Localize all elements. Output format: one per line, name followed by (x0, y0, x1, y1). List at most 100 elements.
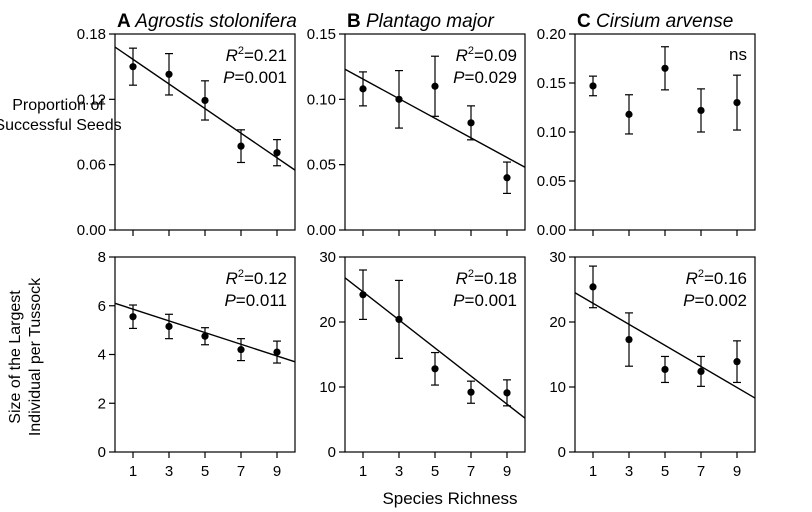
data-point (503, 174, 511, 182)
data-point (395, 315, 403, 323)
regression-line (344, 277, 526, 419)
ylabel-bottom-line1: Size of the Largest (7, 290, 24, 424)
x-tick-label: 3 (625, 463, 633, 480)
panel-letter: B (347, 11, 366, 32)
y-tick-label: 0.10 (307, 91, 336, 108)
r-exponent: 2 (238, 268, 244, 280)
data-point (589, 82, 597, 90)
panel-title: B Plantago major (347, 11, 494, 32)
x-tick-label: 3 (395, 463, 403, 480)
x-tick-label: 3 (165, 463, 173, 480)
r2-value: =0.21 (244, 46, 287, 65)
r-exponent: 2 (468, 45, 474, 57)
p-symbol: P (453, 68, 465, 87)
ylabel-top-line2: Successful Seeds (0, 117, 122, 134)
y-tick-label: 10 (549, 379, 566, 396)
stat-r2: R2=0.16 (686, 268, 747, 288)
ylabel-bottom-line2: Individual per Tussock (27, 277, 44, 436)
panel-2: 0.00 0.05 0.10 0.15 B Plantago major R2=0.09 P… (307, 11, 526, 239)
data-point (129, 63, 137, 71)
data-point (431, 365, 439, 373)
data-point (589, 283, 597, 291)
data-point (237, 142, 245, 150)
y-tick-label: 0 (328, 444, 336, 461)
r-exponent: 2 (698, 268, 704, 280)
panel-title: C Cirsium arvense (577, 11, 733, 32)
data-point (697, 367, 705, 375)
data-point (165, 70, 173, 78)
data-point (201, 96, 209, 105)
stat-p: P=0.001 (453, 291, 517, 310)
p-value: =0.002 (695, 291, 747, 310)
panel-letter: A (117, 11, 135, 32)
p-value: =0.011 (236, 291, 287, 310)
data-point (431, 82, 439, 90)
r-symbol: R (456, 46, 468, 65)
panel-5: 0 10 20 30 1 3 5 7 9 R2=0.18 P=0.001 (319, 249, 526, 480)
y-tick-label: 0.00 (77, 222, 106, 239)
data-point (201, 332, 209, 340)
ylabel-top-line1: Proportion of (12, 97, 104, 114)
panels: 0.000.060.120.18A Agrostis stoloniferaR2… (77, 11, 756, 480)
species-name: Cirsium arvense (596, 11, 733, 32)
y-tick-label: 0.18 (77, 26, 106, 43)
y-tick-label: 10 (319, 379, 336, 396)
panel-6: 0 10 20 30 1 3 5 7 9 R2=0.16 P=0.002 (549, 249, 756, 480)
p-value: =0.001 (235, 68, 287, 87)
panel-letter: C (577, 11, 596, 32)
data-point (273, 149, 281, 157)
y-tick-label: 0.06 (77, 157, 106, 174)
y-tick-label: 30 (319, 249, 336, 266)
panel-1: 0.00 0.06 0.12 0.18 A Agrostis stolonifera R2… (77, 11, 297, 239)
x-axis-label: Species Richness (382, 489, 517, 508)
panel-3: 0.00 0.05 0.10 0.15 0.20 C Cirsium arvense ns (537, 11, 756, 239)
species-name: Agrostis stolonifera (134, 11, 297, 32)
regression-line (574, 292, 756, 399)
y-tick-label: 0.15 (307, 26, 336, 43)
data-point (661, 365, 669, 374)
p-symbol: P (683, 291, 695, 310)
y-tick-label: 0.05 (307, 157, 336, 174)
regression-line (344, 68, 526, 168)
data-point (467, 119, 475, 127)
data-point (697, 106, 705, 115)
r-symbol: R (226, 46, 238, 65)
p-value: =0.029 (465, 68, 517, 87)
x-tick-label: 7 (697, 463, 705, 480)
data-point (661, 64, 669, 72)
data-point (467, 388, 475, 396)
data-point (733, 358, 741, 366)
stat-ns: ns (729, 45, 747, 64)
data-point (273, 348, 281, 356)
r2-value: =0.16 (704, 269, 747, 288)
data-point (503, 389, 511, 397)
y-tick-label: 4 (98, 347, 106, 364)
r-symbol: R (686, 269, 698, 288)
y-tick-label: 0.05 (537, 173, 566, 190)
species-name: Plantago major (366, 11, 494, 32)
r2-value: =0.09 (474, 46, 517, 65)
data-point (625, 335, 633, 344)
p-symbol: P (223, 68, 235, 87)
x-tick-label: 5 (201, 463, 209, 480)
x-tick-label: 9 (733, 463, 741, 480)
x-tick-label: 1 (359, 463, 367, 480)
r2-value: =0.12 (244, 269, 287, 288)
data-point (733, 99, 741, 107)
y-tick-label: 0.00 (537, 222, 566, 239)
x-tick-label: 7 (237, 463, 245, 480)
y-tick-label: 0.20 (537, 26, 566, 43)
y-tick-label: 0.15 (537, 75, 566, 92)
y-tick-label: 6 (98, 298, 106, 315)
p-symbol: P (453, 291, 465, 310)
data-point (165, 322, 173, 331)
stat-p: P=0.029 (453, 68, 517, 87)
stat-p: P=0.001 (223, 68, 287, 87)
x-tick-label: 9 (273, 463, 281, 480)
x-tick-label: 5 (431, 463, 439, 480)
y-tick-label: 0.12 (77, 91, 106, 108)
stat-r2: R2=0.21 (226, 45, 287, 65)
data-point (359, 85, 367, 93)
p-value: =0.001 (465, 291, 517, 310)
data-point (359, 291, 367, 299)
